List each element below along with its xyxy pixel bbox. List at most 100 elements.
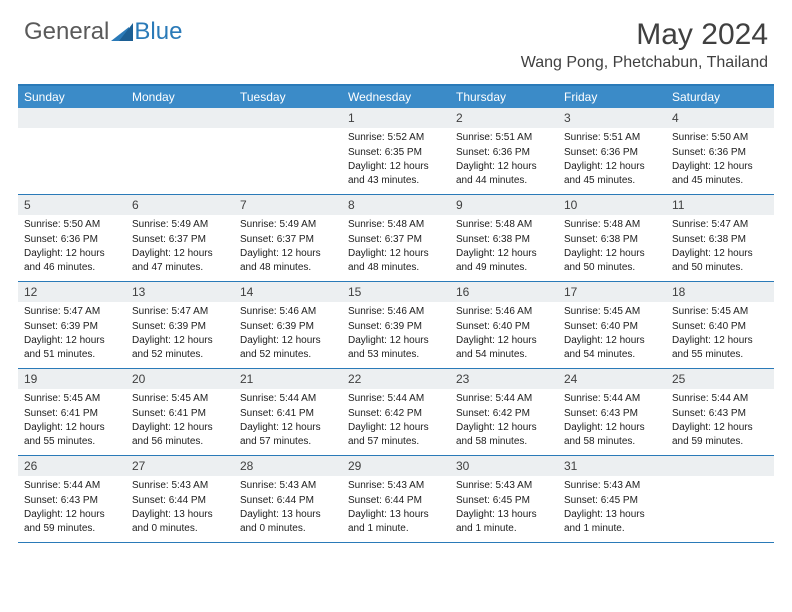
sunset-line: Sunset: 6:44 PM — [348, 494, 444, 508]
day-cell-empty: . — [666, 456, 774, 542]
daylight-line: Daylight: 12 hours and 47 minutes. — [132, 247, 228, 274]
day-cell-23: 23Sunrise: 5:44 AMSunset: 6:42 PMDayligh… — [450, 369, 558, 455]
day-number: . — [18, 108, 126, 128]
day-number: . — [234, 108, 342, 128]
daylight-line: Daylight: 12 hours and 51 minutes. — [24, 334, 120, 361]
sunset-line: Sunset: 6:39 PM — [240, 320, 336, 334]
sunset-line: Sunset: 6:36 PM — [456, 146, 552, 160]
daylight-line: Daylight: 12 hours and 59 minutes. — [24, 508, 120, 535]
sunset-line: Sunset: 6:37 PM — [240, 233, 336, 247]
sunrise-line: Sunrise: 5:51 AM — [564, 131, 660, 145]
day-number: 6 — [126, 195, 234, 215]
day-cell-3: 3 Sunrise: 5:51 AMSunset: 6:36 PMDaylight… — [558, 108, 666, 194]
sunset-line: Sunset: 6:43 PM — [564, 407, 660, 421]
day-number: 16 — [450, 282, 558, 302]
sunrise-line: Sunrise: 5:44 AM — [564, 392, 660, 406]
day-cell-20: 20Sunrise: 5:45 AMSunset: 6:41 PMDayligh… — [126, 369, 234, 455]
sunset-line: Sunset: 6:37 PM — [348, 233, 444, 247]
month-title: May 2024 — [521, 18, 768, 52]
day-number: 26 — [18, 456, 126, 476]
logo: General Blue — [24, 18, 182, 46]
day-number: 12 — [18, 282, 126, 302]
daylight-line: Daylight: 13 hours and 1 minute. — [456, 508, 552, 535]
week-row: 5Sunrise: 5:50 AMSunset: 6:36 PMDaylight… — [18, 195, 774, 282]
day-number: 13 — [126, 282, 234, 302]
day-cell-7: 7Sunrise: 5:49 AMSunset: 6:37 PMDaylight… — [234, 195, 342, 281]
sunset-line: Sunset: 6:38 PM — [456, 233, 552, 247]
day-number: 31 — [558, 456, 666, 476]
day-cell-9: 9Sunrise: 5:48 AMSunset: 6:38 PMDaylight… — [450, 195, 558, 281]
day-details: Sunrise: 5:51 AMSunset: 6:36 PMDaylight:… — [558, 131, 666, 187]
day-number: 10 — [558, 195, 666, 215]
day-cell-14: 14Sunrise: 5:46 AMSunset: 6:39 PMDayligh… — [234, 282, 342, 368]
sunrise-line: Sunrise: 5:50 AM — [24, 218, 120, 232]
day-details: Sunrise: 5:46 AMSunset: 6:39 PMDaylight:… — [342, 305, 450, 361]
day-cell-17: 17Sunrise: 5:45 AMSunset: 6:40 PMDayligh… — [558, 282, 666, 368]
day-number: . — [666, 456, 774, 476]
sunset-line: Sunset: 6:40 PM — [564, 320, 660, 334]
day-cell-24: 24Sunrise: 5:44 AMSunset: 6:43 PMDayligh… — [558, 369, 666, 455]
daylight-line: Daylight: 12 hours and 45 minutes. — [564, 160, 660, 187]
logo-text-blue: Blue — [134, 18, 182, 46]
sunrise-line: Sunrise: 5:45 AM — [132, 392, 228, 406]
day-details: Sunrise: 5:43 AMSunset: 6:45 PMDaylight:… — [450, 479, 558, 535]
daylight-line: Daylight: 12 hours and 49 minutes. — [456, 247, 552, 274]
day-cell-29: 29Sunrise: 5:43 AMSunset: 6:44 PMDayligh… — [342, 456, 450, 542]
day-number: 3 — [558, 108, 666, 128]
daylight-line: Daylight: 12 hours and 54 minutes. — [456, 334, 552, 361]
daylight-line: Daylight: 12 hours and 56 minutes. — [132, 421, 228, 448]
sunset-line: Sunset: 6:42 PM — [348, 407, 444, 421]
sunrise-line: Sunrise: 5:43 AM — [132, 479, 228, 493]
daylight-line: Daylight: 13 hours and 1 minute. — [564, 508, 660, 535]
day-number: 9 — [450, 195, 558, 215]
calendar: SundayMondayTuesdayWednesdayThursdayFrid… — [18, 84, 774, 543]
sunset-line: Sunset: 6:39 PM — [24, 320, 120, 334]
day-cell-13: 13 Sunrise: 5:47 AMSunset: 6:39 PMDayligh… — [126, 282, 234, 368]
sunset-line: Sunset: 6:41 PM — [240, 407, 336, 421]
day-details: Sunrise: 5:51 AMSunset: 6:36 PMDaylight:… — [450, 131, 558, 187]
sunrise-line: Sunrise: 5:48 AM — [564, 218, 660, 232]
day-cell-30: 30Sunrise: 5:43 AMSunset: 6:45 PMDayligh… — [450, 456, 558, 542]
daylight-line: Daylight: 12 hours and 44 minutes. — [456, 160, 552, 187]
day-details: Sunrise: 5:48 AMSunset: 6:38 PMDaylight:… — [558, 218, 666, 274]
day-cell-15: 15Sunrise: 5:46 AMSunset: 6:39 PMDayligh… — [342, 282, 450, 368]
day-details: Sunrise: 5:43 AMSunset: 6:45 PMDaylight:… — [558, 479, 666, 535]
daylight-line: Daylight: 12 hours and 58 minutes. — [564, 421, 660, 448]
day-details: Sunrise: 5:47 AMSunset: 6:38 PMDaylight:… — [666, 218, 774, 274]
day-header-sunday: Sunday — [18, 86, 126, 108]
sunrise-line: Sunrise: 5:43 AM — [564, 479, 660, 493]
sunrise-line: Sunrise: 5:44 AM — [348, 392, 444, 406]
day-number: 22 — [342, 369, 450, 389]
day-details: Sunrise: 5:46 AMSunset: 6:39 PMDaylight:… — [234, 305, 342, 361]
day-header-friday: Friday — [558, 86, 666, 108]
sunrise-line: Sunrise: 5:49 AM — [132, 218, 228, 232]
sunrise-line: Sunrise: 5:50 AM — [672, 131, 768, 145]
sunset-line: Sunset: 6:45 PM — [564, 494, 660, 508]
sunrise-line: Sunrise: 5:44 AM — [456, 392, 552, 406]
sunrise-line: Sunrise: 5:52 AM — [348, 131, 444, 145]
day-details: Sunrise: 5:45 AMSunset: 6:41 PMDaylight:… — [18, 392, 126, 448]
day-details: Sunrise: 5:50 AMSunset: 6:36 PMDaylight:… — [666, 131, 774, 187]
day-header-thursday: Thursday — [450, 86, 558, 108]
day-details: Sunrise: 5:47 AMSunset: 6:39 PMDaylight:… — [18, 305, 126, 361]
day-cell-empty: . — [18, 108, 126, 194]
day-number: 29 — [342, 456, 450, 476]
day-details: Sunrise: 5:44 AMSunset: 6:43 PMDaylight:… — [558, 392, 666, 448]
day-details: Sunrise: 5:47 AMSunset: 6:39 PMDaylight:… — [126, 305, 234, 361]
day-header-monday: Monday — [126, 86, 234, 108]
day-cell-12: 12 Sunrise: 5:47 AMSunset: 6:39 PMDayligh… — [18, 282, 126, 368]
sunset-line: Sunset: 6:36 PM — [672, 146, 768, 160]
day-cell-4: 4Sunrise: 5:50 AMSunset: 6:36 PMDaylight… — [666, 108, 774, 194]
day-cell-empty: . — [126, 108, 234, 194]
week-row: 26Sunrise: 5:44 AMSunset: 6:43 PMDayligh… — [18, 456, 774, 543]
day-number: 1 — [342, 108, 450, 128]
sunrise-line: Sunrise: 5:47 AM — [132, 305, 228, 319]
day-details: Sunrise: 5:52 AMSunset: 6:35 PMDaylight:… — [342, 131, 450, 187]
week-row: 19Sunrise: 5:45 AMSunset: 6:41 PMDayligh… — [18, 369, 774, 456]
sunset-line: Sunset: 6:35 PM — [348, 146, 444, 160]
sunrise-line: Sunrise: 5:44 AM — [24, 479, 120, 493]
day-header-saturday: Saturday — [666, 86, 774, 108]
day-details: Sunrise: 5:44 AMSunset: 6:41 PMDaylight:… — [234, 392, 342, 448]
day-number: 23 — [450, 369, 558, 389]
day-details: Sunrise: 5:44 AMSunset: 6:42 PMDaylight:… — [342, 392, 450, 448]
